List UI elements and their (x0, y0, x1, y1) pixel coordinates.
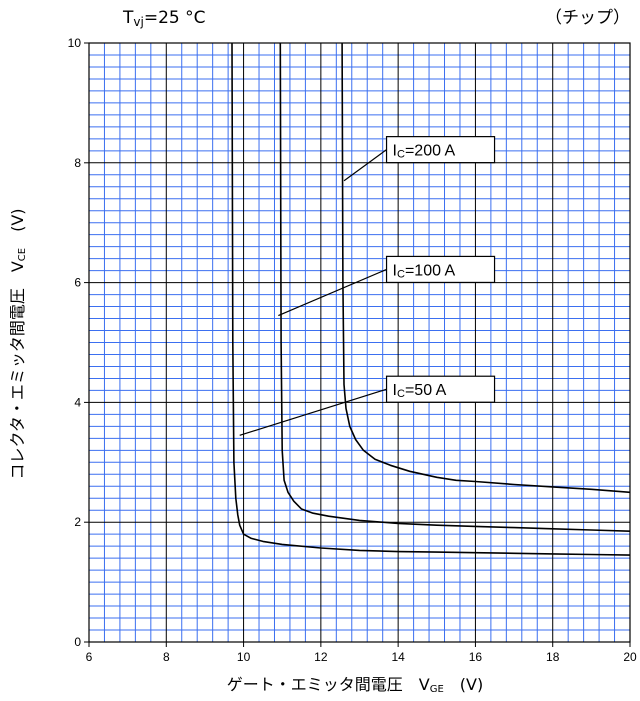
x-tick-label: 8 (163, 650, 170, 664)
y-tick-label: 0 (74, 635, 81, 649)
series-line-ic-50 (231, 43, 630, 556)
annotation-leader (278, 268, 387, 317)
y-tick-label: 6 (74, 276, 81, 290)
x-tick-label: 20 (623, 650, 637, 664)
annotation-box (385, 255, 496, 284)
y-tick-label: 4 (74, 395, 81, 409)
annotation-leader (239, 388, 387, 436)
annotations: IC=50 A IC=100 A IC=200 A (239, 136, 496, 436)
chip-note: （チップ） (545, 8, 630, 28)
plot-area (88, 42, 631, 643)
annotation-box (385, 136, 496, 164)
x-axis-label: ゲート・エミッタ間電圧 VGE (V) (227, 675, 483, 695)
x-tick-label: 12 (314, 650, 328, 664)
annotation-box (385, 375, 496, 403)
minor-grid (89, 43, 630, 642)
series-line-ic-100 (279, 43, 630, 532)
y-axis-label: コレクタ・エミッタ間電圧 VCE (V) (8, 208, 28, 479)
y-axis-ticks: 0 2 4 6 8 10 (68, 36, 89, 649)
y-tick-label: 8 (74, 156, 81, 170)
temperature-condition: Tvj=25 °C (122, 8, 205, 29)
x-tick-label: 14 (391, 650, 405, 664)
x-tick-label: 16 (469, 650, 483, 664)
annotation-label: IC=50 A (393, 382, 447, 400)
y-tick-label: 2 (74, 515, 81, 529)
annotation-label: IC=100 A (393, 262, 456, 280)
x-axis-ticks: 6 8 10 12 14 16 18 20 (86, 642, 637, 664)
x-tick-label: 6 (86, 650, 93, 664)
series-group (231, 43, 630, 556)
x-tick-label: 10 (237, 650, 251, 664)
y-tick-label: 10 (68, 36, 82, 50)
series-line-ic-200 (341, 43, 630, 494)
annotation-label: IC=200 A (393, 143, 456, 161)
annotation-leader (343, 149, 387, 182)
x-tick-label: 18 (546, 650, 560, 664)
